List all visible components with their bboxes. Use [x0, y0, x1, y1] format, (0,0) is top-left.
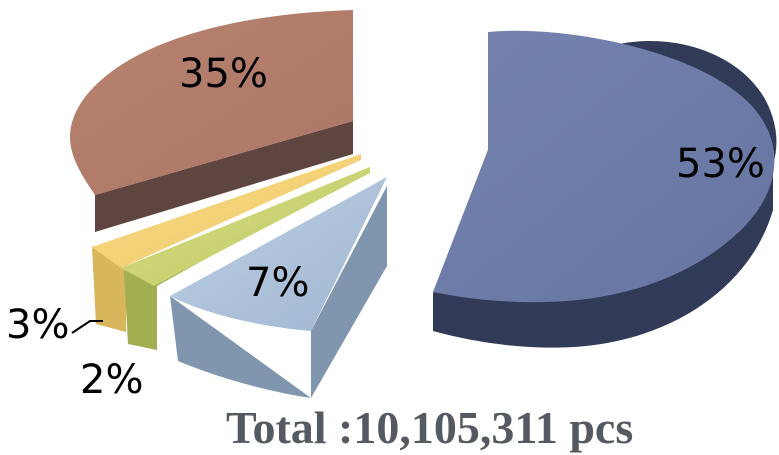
- slice-labels: 53% 35% 3% 2% 7%: [6, 51, 765, 403]
- slice-53: [433, 30, 775, 303]
- slice-3: [92, 154, 361, 268]
- leader-line-3: [71, 320, 103, 334]
- slice-7: [170, 177, 387, 331]
- total-label: Total :10,105,311 pcs: [226, 402, 633, 453]
- label-3: 3%: [6, 302, 69, 348]
- slice-7-depth: [170, 186, 387, 398]
- label-2: 2%: [80, 357, 143, 403]
- slice-35-depth: [95, 121, 353, 232]
- label-53: 53%: [676, 141, 765, 187]
- label-35: 35%: [179, 51, 268, 97]
- slice-35: [70, 10, 353, 195]
- label-7: 7%: [246, 260, 309, 306]
- pie-slices-top: [70, 10, 775, 331]
- slice-2: [121, 167, 370, 286]
